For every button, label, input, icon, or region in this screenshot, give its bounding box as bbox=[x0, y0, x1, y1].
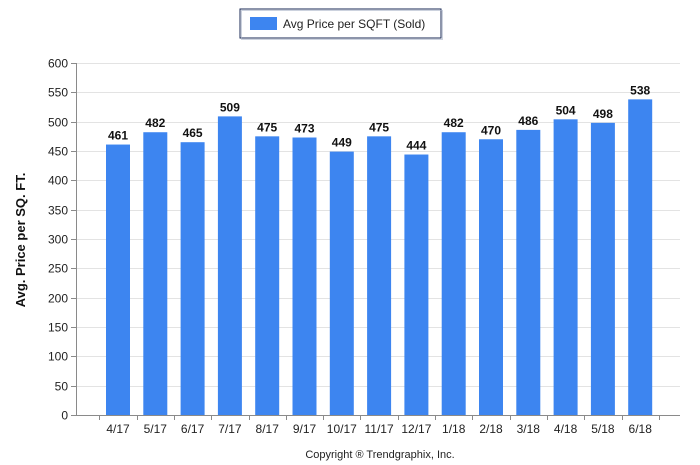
bar bbox=[367, 136, 392, 416]
y-tick-label: 300 bbox=[48, 233, 68, 247]
x-tick-label: 10/17 bbox=[327, 422, 357, 436]
data-label: 461 bbox=[108, 129, 128, 143]
data-label: 486 bbox=[518, 114, 538, 128]
y-tick-label: 100 bbox=[48, 350, 68, 364]
x-tick-label: 11/17 bbox=[365, 422, 394, 436]
bar bbox=[106, 144, 130, 415]
x-tick-label: 8/17 bbox=[256, 422, 280, 436]
x-tick-label: 1/18 bbox=[442, 422, 466, 436]
legend-label: Avg Price per SQFT (Sold) bbox=[283, 17, 425, 31]
y-tick-label: 0 bbox=[61, 409, 68, 423]
y-tick-label: 450 bbox=[48, 145, 68, 159]
data-labels: 461 482 465 509 475 473 449 475 444 482 470 486 504 4… bbox=[108, 83, 651, 152]
x-tick-label: 4/17 bbox=[106, 422, 130, 436]
bar bbox=[180, 142, 205, 415]
x-tick-label: 12/17 bbox=[401, 422, 431, 436]
y-axis-title: Avg. Price per SQ. FT. bbox=[13, 173, 28, 308]
data-label: 473 bbox=[294, 122, 314, 136]
bars bbox=[106, 99, 653, 416]
data-label: 465 bbox=[183, 126, 203, 140]
y-tick-label: 50 bbox=[55, 380, 69, 394]
bar bbox=[404, 154, 429, 415]
x-tick-label: 6/18 bbox=[629, 422, 653, 436]
y-tick-label: 500 bbox=[48, 116, 68, 130]
y-tick-label: 400 bbox=[48, 174, 68, 188]
data-label: 475 bbox=[257, 120, 277, 134]
bar bbox=[479, 139, 503, 415]
copyright-text: Copyright ® Trendgraphix, Inc. bbox=[305, 449, 454, 461]
y-tick-label: 550 bbox=[48, 86, 68, 100]
bar bbox=[292, 137, 317, 416]
bar bbox=[255, 136, 280, 416]
bar bbox=[590, 122, 615, 415]
x-tick-label: 9/17 bbox=[293, 422, 317, 436]
x-axis: 4/17 5/17 6/17 7/17 8/17 9/17 10/17 11/17 12/17 1… bbox=[76, 415, 680, 436]
y-tick-label: 600 bbox=[48, 57, 68, 71]
x-tick-label: 5/17 bbox=[144, 422, 168, 436]
y-tick-label: 200 bbox=[48, 292, 68, 306]
y-tick-label: 350 bbox=[48, 204, 68, 218]
legend-swatch bbox=[250, 17, 277, 30]
data-label: 538 bbox=[630, 83, 650, 97]
data-label: 449 bbox=[332, 136, 352, 150]
data-label: 444 bbox=[406, 139, 426, 153]
bar bbox=[441, 132, 466, 415]
bar bbox=[628, 99, 653, 415]
x-tick-label: 4/18 bbox=[554, 422, 578, 436]
data-label: 482 bbox=[444, 116, 464, 130]
data-label: 482 bbox=[145, 116, 165, 130]
data-label: 475 bbox=[369, 120, 389, 134]
data-label: 498 bbox=[593, 107, 613, 121]
legend: Avg Price per SQFT (Sold) bbox=[239, 8, 443, 40]
bar bbox=[329, 151, 354, 415]
bar bbox=[217, 116, 242, 416]
data-label: 470 bbox=[481, 123, 501, 137]
data-label: 504 bbox=[556, 103, 576, 117]
x-tick-label: 6/17 bbox=[181, 422, 205, 436]
y-axis: 0 50 100 150 200 250 300 350 400 450 500 550 600 bbox=[48, 57, 77, 423]
y-tick-label: 150 bbox=[48, 321, 68, 335]
bar bbox=[516, 129, 541, 415]
bar bbox=[553, 119, 578, 415]
x-tick-label: 5/18 bbox=[591, 422, 615, 436]
legend-shadow bbox=[241, 10, 443, 40]
bar bbox=[143, 132, 168, 415]
y-tick-label: 250 bbox=[48, 262, 68, 276]
x-tick-label: 2/18 bbox=[479, 422, 503, 436]
x-tick-label: 7/17 bbox=[218, 422, 242, 436]
x-tick-label: 3/18 bbox=[517, 422, 541, 436]
data-label: 509 bbox=[220, 100, 240, 114]
